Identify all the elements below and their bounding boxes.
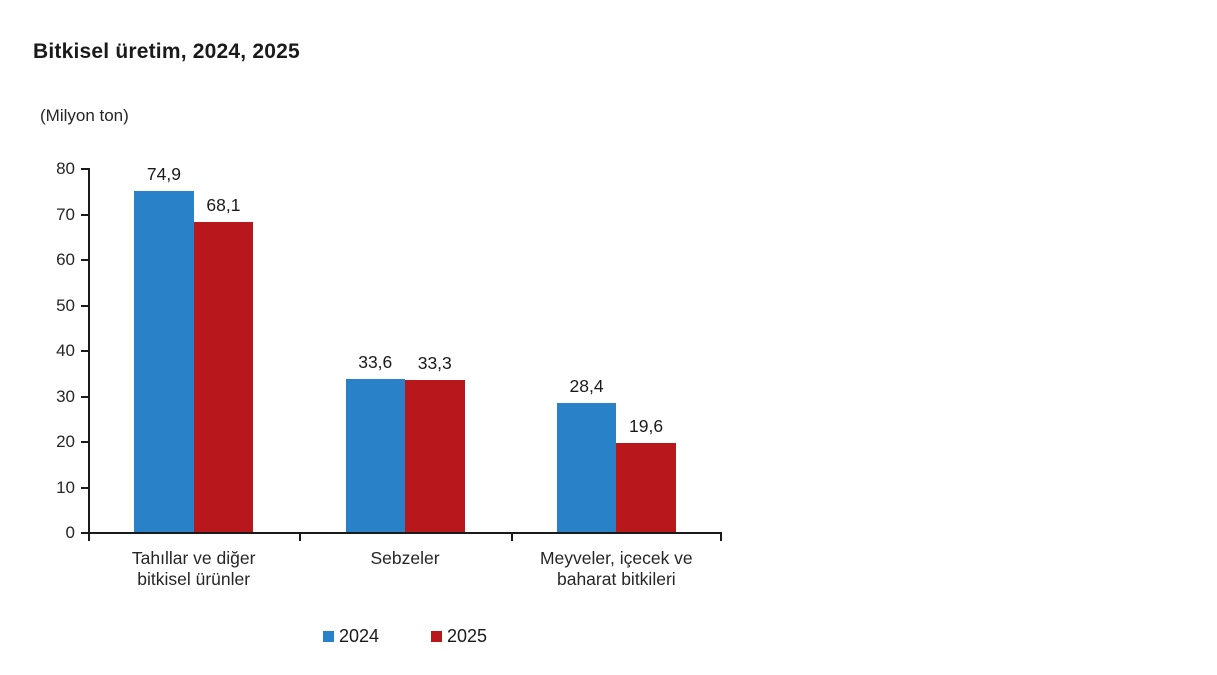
- bar-value-label: 68,1: [206, 195, 241, 216]
- chart-unit-label: (Milyon ton): [40, 106, 129, 125]
- y-axis-tick: [81, 304, 88, 307]
- y-axis-tick-label: 40: [56, 341, 75, 360]
- bar-value-label: 28,4: [569, 375, 604, 396]
- y-axis-tick: [81, 213, 88, 216]
- legend-swatch-icon: [431, 631, 442, 642]
- bar-value-label: 74,9: [146, 164, 181, 185]
- x-axis-tick: [510, 534, 513, 541]
- y-axis-tick-label: 80: [56, 159, 75, 178]
- bar-value-label: 33,3: [417, 353, 452, 374]
- x-axis-category-label: Sebzeler: [370, 548, 440, 568]
- x-axis-line: [88, 532, 722, 534]
- x-axis-category-label: Tahıllar ve diğer bitkisel ürünler: [131, 548, 256, 589]
- y-axis-tick: [81, 395, 88, 398]
- y-axis-tick: [81, 168, 88, 170]
- bar-2025-1: [193, 222, 254, 532]
- legend-swatch-icon: [322, 631, 334, 642]
- y-axis-tick-label: 50: [56, 295, 75, 315]
- y-axis-tick-label: 60: [56, 250, 75, 269]
- bar-2025-2: [405, 380, 465, 532]
- bar-value-label: 19,6: [629, 415, 664, 436]
- x-axis-category-label: Meyveler, içecek ve baharat bitkileri: [539, 548, 693, 589]
- bar-2024-3: [556, 402, 617, 532]
- legend-item-2025: 2025: [431, 626, 487, 647]
- legend-label: 2025: [447, 626, 488, 646]
- y-axis-tick: [81, 441, 88, 443]
- y-axis-tick-label: 70: [56, 204, 75, 224]
- y-axis-line: [88, 168, 90, 534]
- x-axis-tick: [720, 534, 722, 541]
- bar-2024-1: [134, 191, 194, 532]
- x-axis-tick: [299, 534, 302, 541]
- y-axis-tick-label: 0: [65, 523, 75, 542]
- y-axis-tick-label: 30: [56, 386, 75, 406]
- chart-legend: 2024 2025: [88, 626, 722, 647]
- legend-item-2024: 2024: [322, 626, 379, 647]
- bar-value-label: 33,6: [358, 352, 393, 373]
- x-axis-tick: [88, 534, 90, 541]
- chart-title: Bitkisel üretim, 2024, 2025: [33, 40, 300, 63]
- y-axis-tick: [81, 486, 88, 489]
- y-axis-tick: [81, 532, 88, 534]
- y-axis-tick-label: 20: [56, 432, 75, 451]
- y-axis-tick-label: 10: [56, 477, 75, 497]
- bar-2025-3: [616, 442, 676, 532]
- y-axis-tick: [81, 350, 88, 352]
- y-axis-tick: [81, 259, 88, 261]
- legend-label: 2024: [338, 626, 379, 646]
- bar-2024-2: [345, 379, 405, 532]
